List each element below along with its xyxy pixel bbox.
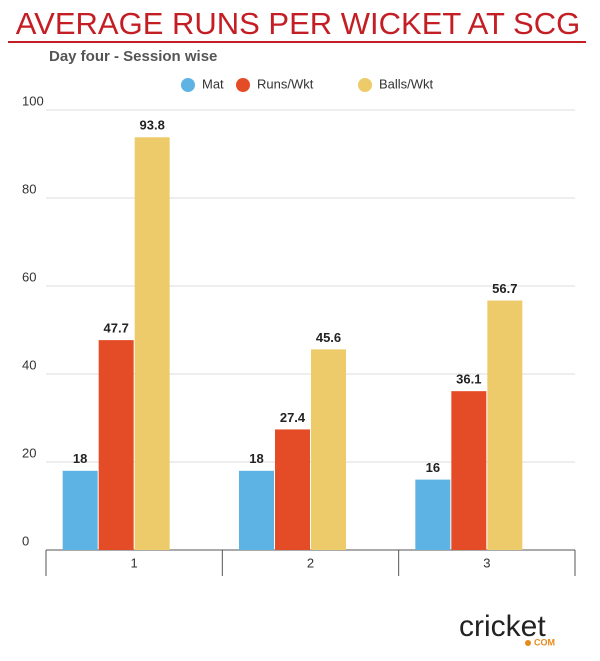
bar bbox=[134, 137, 170, 550]
bar bbox=[239, 470, 274, 550]
y-tick-label: 40 bbox=[22, 357, 36, 372]
legend-label: Runs/Wkt bbox=[257, 76, 314, 91]
value-label: 56.7 bbox=[492, 281, 517, 296]
x-tick-label: 2 bbox=[307, 555, 314, 570]
value-label: 18 bbox=[73, 451, 87, 466]
legend-label: Balls/Wkt bbox=[379, 76, 434, 91]
chart-subtitle: Day four - Session wise bbox=[49, 48, 217, 65]
logo: cricket COM bbox=[459, 610, 555, 647]
value-label: 93.8 bbox=[140, 118, 165, 133]
legend-swatch bbox=[236, 78, 250, 92]
x-tick-label: 3 bbox=[483, 555, 490, 570]
bar bbox=[415, 479, 451, 550]
legend-swatch bbox=[181, 78, 195, 92]
chart-title: AVERAGE RUNS PER WICKET AT SCG bbox=[16, 6, 580, 41]
logo-suffix: COM bbox=[534, 637, 555, 647]
x-tick-label: 1 bbox=[131, 555, 138, 570]
bar bbox=[98, 340, 134, 550]
value-label: 18 bbox=[249, 451, 263, 466]
bar bbox=[487, 300, 523, 550]
y-tick-label: 0 bbox=[22, 533, 29, 548]
bar bbox=[451, 391, 487, 550]
value-label: 45.6 bbox=[316, 330, 341, 345]
bar bbox=[62, 470, 98, 550]
value-label: 36.1 bbox=[456, 372, 481, 387]
y-tick-label: 100 bbox=[22, 93, 44, 108]
value-label: 27.4 bbox=[280, 410, 306, 425]
bar bbox=[275, 429, 310, 550]
y-tick-label: 60 bbox=[22, 269, 36, 284]
y-tick-label: 20 bbox=[22, 445, 36, 460]
value-label: 47.7 bbox=[104, 321, 129, 336]
legend-label: Mat bbox=[202, 76, 224, 91]
logo-dot bbox=[525, 640, 531, 646]
bar bbox=[311, 349, 346, 550]
value-label: 16 bbox=[426, 460, 440, 475]
legend-swatch bbox=[358, 78, 372, 92]
y-tick-label: 80 bbox=[22, 181, 36, 196]
logo-text: cricket bbox=[459, 610, 546, 643]
